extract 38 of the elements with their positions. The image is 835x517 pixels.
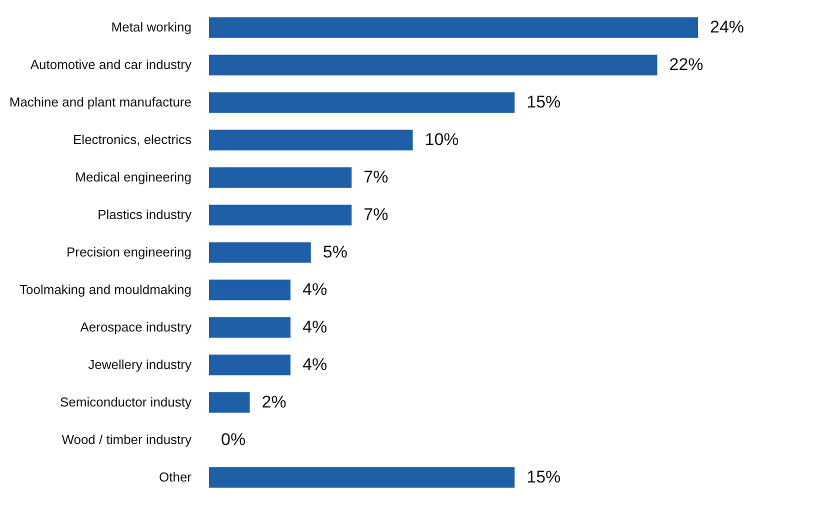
data-label: 5%	[322, 242, 348, 262]
bar	[209, 167, 352, 188]
data-label: 4%	[302, 280, 328, 299]
y-tick-label: Plastics industry	[98, 207, 192, 222]
y-tick-label: Jewellery industry	[88, 356, 192, 372]
y-tick-label: Precision engineering	[66, 244, 192, 260]
bar	[209, 280, 290, 300]
y-tick-label: Other	[158, 469, 192, 484]
data-label: 22%	[669, 55, 704, 74]
data-label: 15%	[526, 467, 561, 486]
bar	[209, 92, 515, 113]
bar	[209, 242, 311, 263]
y-tick-label: Semiconductor industy	[60, 394, 192, 410]
data-label: 7%	[364, 168, 388, 187]
bar	[209, 354, 290, 376]
bar	[209, 54, 658, 76]
data-label: 4%	[302, 317, 328, 336]
data-label: 0%	[221, 430, 246, 449]
data-label: 2%	[262, 392, 286, 412]
bar	[209, 130, 413, 150]
bar	[209, 17, 698, 38]
bar	[209, 467, 515, 488]
bar	[209, 204, 352, 226]
data-label: 24%	[710, 18, 744, 37]
y-tick-label: Machine and plant manufacture	[9, 94, 192, 110]
y-tick-label: Medical engineering	[75, 170, 192, 185]
data-label: 4%	[302, 354, 328, 374]
y-tick-label: Metal working	[111, 20, 192, 35]
y-tick-label: Wood / timber industry	[62, 432, 192, 447]
y-tick-label: Aerospace industry	[80, 319, 192, 334]
bar	[209, 392, 250, 413]
data-label: 10%	[424, 130, 459, 150]
y-tick-label: Toolmaking and mouldmaking	[20, 282, 192, 297]
y-tick-label: Electronics, electrics	[73, 132, 192, 148]
y-tick-label: Automotive and car industry	[30, 57, 192, 72]
data-label: 7%	[364, 205, 388, 224]
data-label: 15%	[526, 92, 561, 112]
bar	[209, 317, 290, 338]
